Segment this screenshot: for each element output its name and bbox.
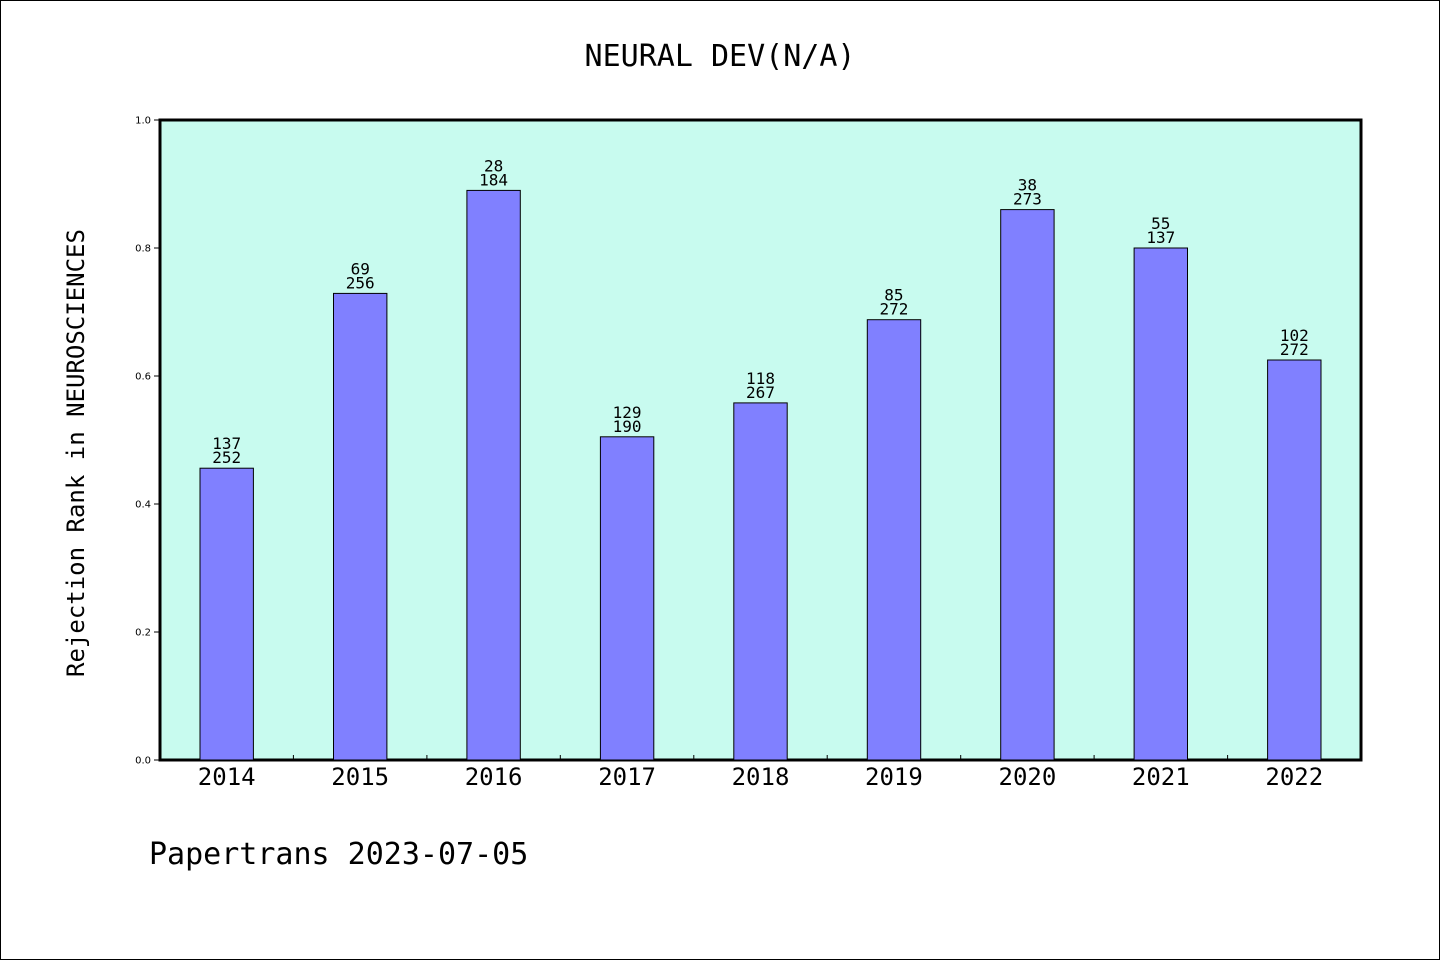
- bar-label-bottom-2015: 256: [346, 273, 375, 292]
- bar-2014: [199, 467, 254, 761]
- bar-label-bottom-2020: 273: [1013, 190, 1042, 209]
- y-tick-label-0.0: 0.0: [135, 756, 151, 767]
- bar-labels-layer: 1372526925628184129190118267852723827355…: [212, 156, 1309, 467]
- bar-label-bottom-2017: 190: [613, 417, 642, 436]
- bar-label-bottom-2014: 252: [212, 448, 241, 467]
- x-tick-label-2014: 2014: [198, 763, 256, 791]
- x-tick-label-2016: 2016: [465, 763, 523, 791]
- bar-label-top-2015: 69: [351, 259, 370, 278]
- x-tick-label-2015: 2015: [331, 763, 389, 791]
- bar-label-bottom-2021: 137: [1146, 228, 1175, 247]
- chart-title: NEURAL DEV(N/A): [585, 39, 856, 74]
- x-axis: 2014 2015 2016 2017 2018 2019 2020 2021 2022: [198, 755, 1323, 791]
- bar-label-bottom-2022: 272: [1280, 340, 1309, 359]
- x-tick-label-2020: 2020: [999, 763, 1057, 791]
- bar-label-top-2021: 55: [1151, 214, 1170, 233]
- y-tick-label-0.8: 0.8: [135, 244, 151, 255]
- bar-label-top-2022: 102: [1280, 326, 1309, 345]
- bars-layer: [199, 189, 1322, 761]
- bar-2017: [599, 436, 655, 761]
- bar-2019: [866, 319, 922, 761]
- bar-label-bottom-2016: 184: [479, 170, 508, 189]
- bar-2021: [1133, 247, 1188, 761]
- y-tick-label-0.2: 0.2: [135, 628, 151, 639]
- bar-label-bottom-2019: 272: [879, 300, 908, 319]
- y-tick-label-0.6: 0.6: [135, 372, 151, 383]
- bar-label-top-2016: 28: [484, 156, 503, 175]
- x-tick-label-2018: 2018: [732, 763, 790, 791]
- bar-label-top-2017: 129: [613, 403, 642, 422]
- bar-label-top-2014: 137: [212, 434, 241, 453]
- bar-2016: [466, 189, 521, 761]
- bar-label-top-2019: 85: [884, 286, 903, 305]
- y-tick-label-1.0: 1.0: [135, 116, 151, 127]
- bar-2015: [333, 292, 388, 761]
- bar-label-bottom-2018: 267: [746, 383, 775, 402]
- bar-2022: [1267, 359, 1322, 761]
- x-tick-label-2021: 2021: [1132, 763, 1190, 791]
- y-axis-label: Rejection Rank in NEUROSCIENCES: [62, 229, 90, 677]
- y-tick-label-0.4: 0.4: [135, 500, 151, 511]
- x-tick-label-2017: 2017: [598, 763, 656, 791]
- bar-2018: [733, 402, 788, 761]
- bar-label-top-2018: 118: [746, 369, 775, 388]
- bar-2020: [1000, 209, 1055, 761]
- x-tick-label-2022: 2022: [1265, 763, 1323, 791]
- y-axis: 0.0 0.2 0.4 0.6 0.8 1.0: [135, 116, 160, 767]
- x-tick-label-2019: 2019: [865, 763, 923, 791]
- footer-text: Papertrans 2023-07-05: [149, 837, 528, 872]
- bar-label-top-2020: 38: [1018, 176, 1037, 195]
